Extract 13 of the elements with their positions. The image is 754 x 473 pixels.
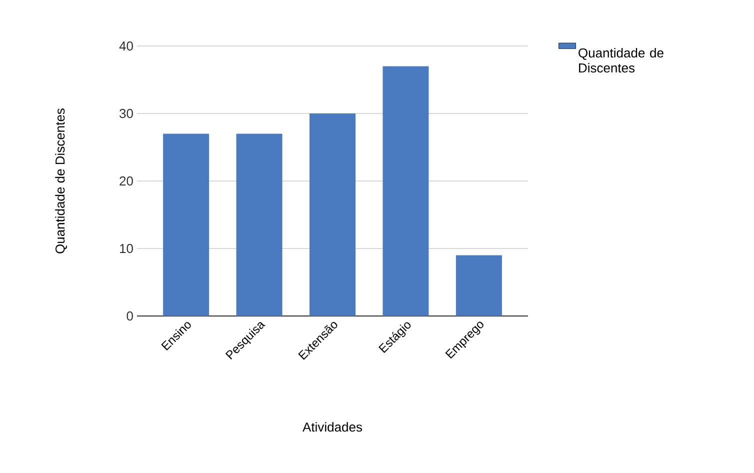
legend-label: Quantidade de Discentes <box>578 48 664 73</box>
y-axis-title: Quantidade de Discentes <box>55 108 68 254</box>
y-tick-label: 10 <box>120 244 133 254</box>
y-tick-label: 20 <box>120 176 133 186</box>
bar <box>382 66 429 316</box>
y-tick-label: 40 <box>119 41 133 51</box>
bar <box>310 114 356 316</box>
bar <box>456 255 502 316</box>
x-axis-title: Atividades <box>302 422 362 432</box>
y-tick-label: 0 <box>126 311 133 321</box>
bar <box>163 134 210 316</box>
bar <box>236 134 282 316</box>
y-tick-label: 30 <box>120 108 133 118</box>
